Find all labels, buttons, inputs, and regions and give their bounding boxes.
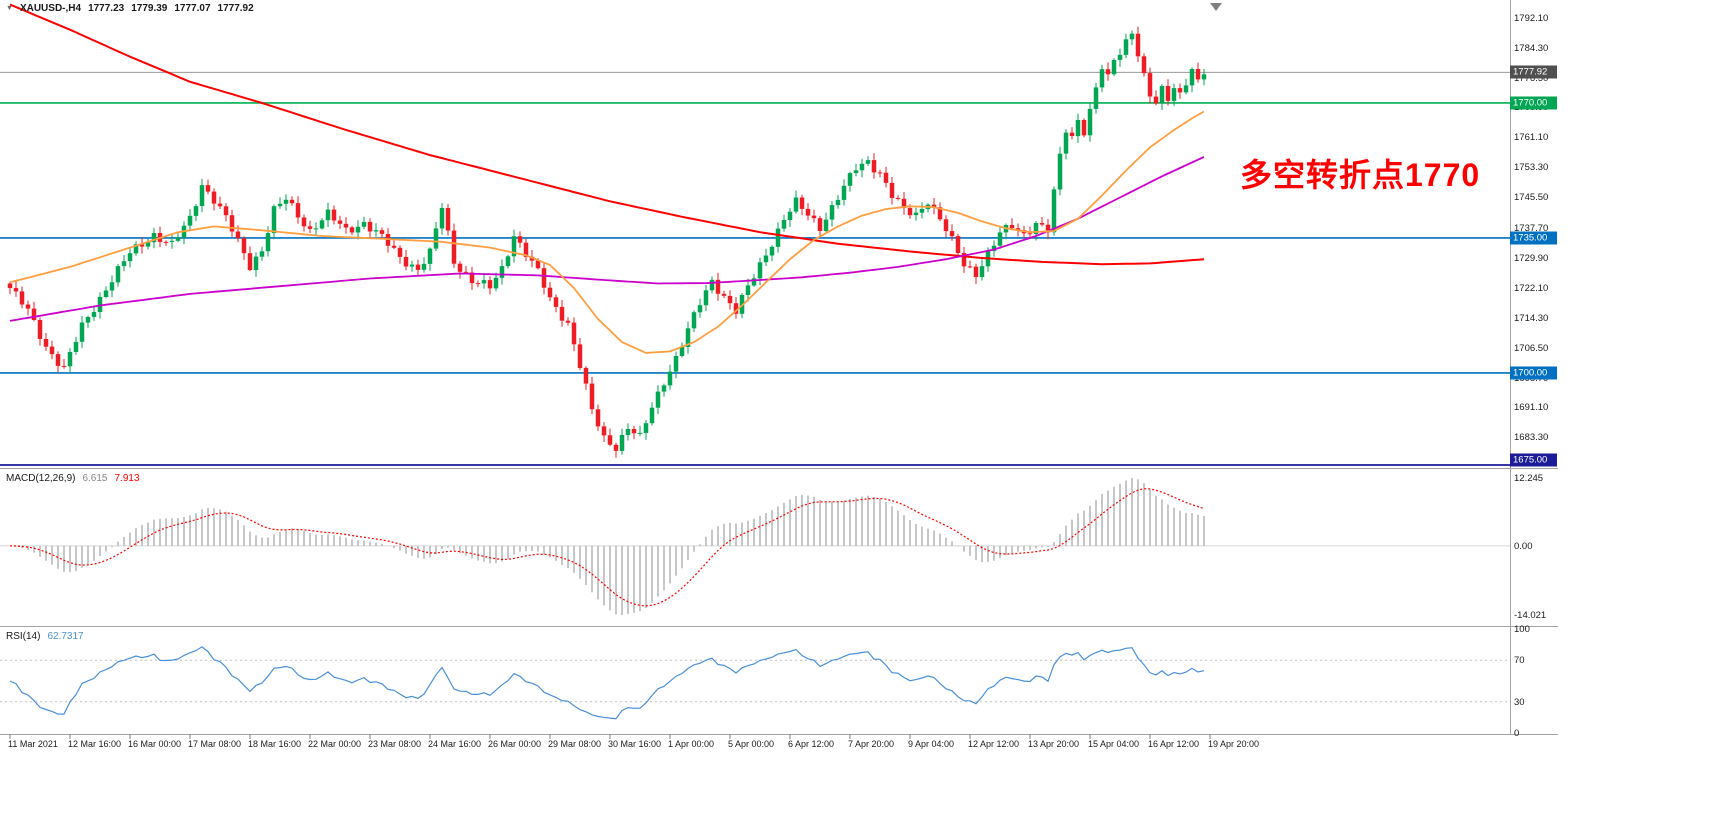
price-axis-label: 1706.50 [1514, 342, 1549, 354]
rsi-axis-label: 30 [1514, 696, 1525, 708]
time-axis-label: 22 Mar 00:00 [308, 739, 362, 749]
price-axis-label: 1792.10 [1514, 12, 1549, 24]
macd-signal-value: 7.913 [114, 473, 140, 484]
macd-axis-label: 12.245 [1514, 473, 1544, 484]
time-axis-label: 16 Mar 00:00 [128, 739, 182, 749]
quote-close: 1777.92 [217, 3, 254, 14]
chart-shift-marker-icon[interactable] [1210, 3, 1222, 11]
macd-signal-line [9, 488, 1205, 607]
time-axis-label: 24 Mar 16:00 [428, 739, 482, 749]
quote-open: 1777.23 [88, 3, 125, 14]
price-tag-1777.92: 1777.92 [1510, 65, 1557, 79]
price-axis-label: 1753.30 [1514, 162, 1549, 174]
price-tag-1675.00: 1675.00 [1510, 453, 1557, 467]
time-axis-label: 26 Mar 00:00 [488, 739, 542, 749]
chart-ohlc-header: ▼ XAUUSD-,H4 1777.23 1779.39 1777.07 177… [6, 3, 254, 14]
time-axis-label: 18 Mar 16:00 [248, 739, 302, 749]
moving-averages [9, 3, 1205, 354]
macd-axis-label: -14.021 [1514, 610, 1547, 621]
time-axis-label: 23 Mar 08:00 [368, 739, 422, 749]
rsi-axis-label: 70 [1514, 655, 1525, 667]
ma-mid-magenta-line [9, 156, 1205, 322]
time-axis[interactable]: 11 Mar 2021 12 Mar 16:00 16 Mar 00:00 17 Ma… [0, 735, 1730, 757]
time-axis-label: 9 Apr 04:00 [908, 739, 955, 749]
candlesticks[interactable] [7, 26, 1207, 458]
price-tag-1735.00: 1735.00 [1510, 231, 1557, 245]
time-axis-label: 16 Apr 12:00 [1148, 739, 1200, 749]
time-axis-label: 30 Mar 16:00 [608, 739, 662, 749]
macd-indicator-label: MACD(12,26,9) 6.615 7.913 [6, 473, 140, 484]
price-tag-1700.00: 1700.00 [1510, 366, 1557, 380]
rsi-axis-label: 100 [1514, 624, 1530, 635]
rsi-indicator-label: RSI(14) 62.7317 [6, 631, 84, 642]
ma-fast-orange-line [9, 110, 1205, 354]
symbol-timeframe-label: XAUUSD-,H4 [19, 3, 82, 14]
rsi-value: 62.7317 [47, 631, 84, 642]
horizontal-lines[interactable] [0, 71, 1510, 466]
rsi-panel[interactable] [0, 646, 1510, 720]
price-axis-label: 1784.30 [1514, 42, 1549, 54]
ma-slow-red-line [9, 3, 1205, 266]
time-axis-label: 7 Apr 20:00 [848, 739, 895, 749]
time-axis-label: 11 Mar 2021 [8, 739, 58, 749]
quote-high: 1779.39 [131, 3, 168, 14]
symbol-dropdown-icon[interactable]: ▼ [6, 5, 13, 12]
macd-main-value: 6.615 [82, 473, 108, 484]
price-axis-label: 1761.10 [1514, 132, 1549, 144]
annotation-text[interactable]: 多空转折点1770 [1240, 157, 1481, 193]
time-axis-label: 12 Mar 16:00 [68, 739, 122, 749]
time-axis-label: 12 Apr 12:00 [968, 739, 1020, 749]
rsi-axis-label: 0 [1514, 728, 1520, 739]
time-axis-label: 19 Apr 20:00 [1208, 739, 1260, 749]
rsi-line [9, 646, 1205, 720]
price-axis-label: 1737.70 [1514, 222, 1549, 234]
time-axis-label: 5 Apr 00:00 [728, 739, 775, 749]
price-axis[interactable]: 1792.101784.301776.501768.901761.101753.… [1510, 0, 1560, 739]
time-axis-label: 6 Apr 12:00 [788, 739, 835, 749]
macd-name: MACD(12,26,9) [6, 473, 76, 484]
time-axis-label: 13 Apr 20:00 [1028, 739, 1080, 749]
macd-axis-label: 0.00 [1514, 540, 1533, 552]
panel-separators [0, 0, 1558, 739]
macd-panel[interactable] [0, 478, 1510, 615]
rsi-name: RSI(14) [6, 631, 41, 642]
time-axis-label: 29 Mar 08:00 [548, 739, 602, 749]
price-axis-label: 1729.90 [1514, 252, 1549, 264]
price-axis-label: 1745.50 [1514, 192, 1549, 204]
price-axis-label: 1714.30 [1514, 312, 1549, 324]
quote-low: 1777.07 [174, 3, 211, 14]
time-axis-label: 15 Apr 04:00 [1088, 739, 1140, 749]
price-axis-label: 1691.10 [1514, 402, 1549, 414]
price-tag-1770.00: 1770.00 [1510, 96, 1557, 110]
price-axis-label: 1683.30 [1514, 432, 1549, 444]
time-axis-label: 17 Mar 08:00 [188, 739, 242, 749]
time-axis-label: 1 Apr 00:00 [668, 739, 715, 749]
price-axis-label: 1722.10 [1514, 282, 1549, 294]
